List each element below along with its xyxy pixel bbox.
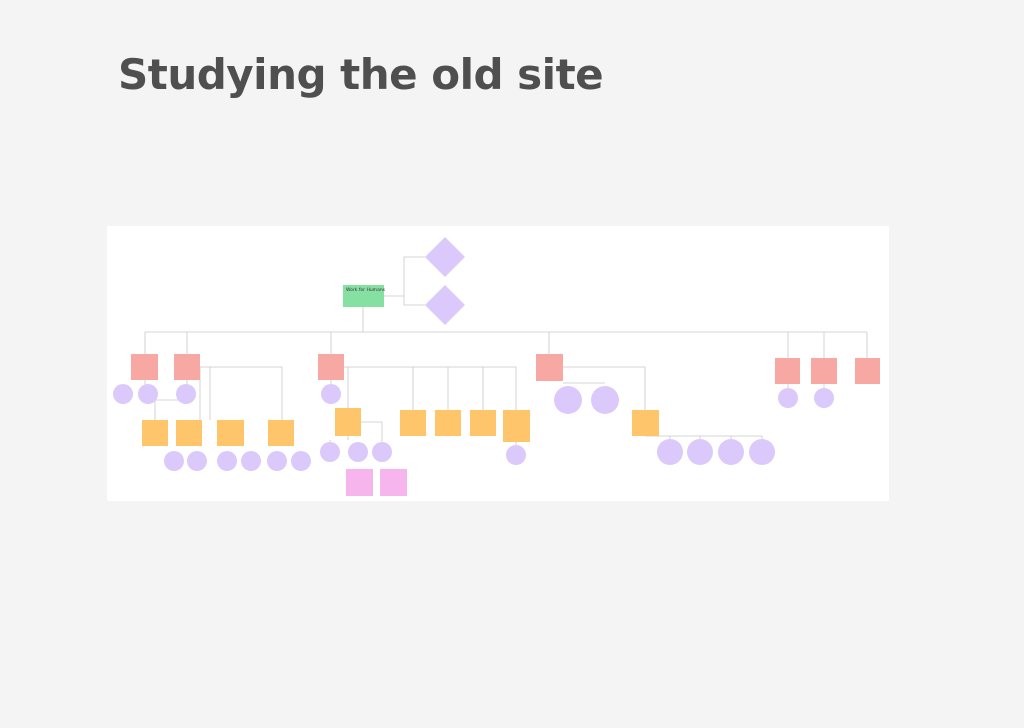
- section-node: [174, 354, 200, 380]
- leaf-node: [113, 384, 133, 404]
- leaf-node: [320, 442, 340, 462]
- leaf-nodes: [113, 384, 834, 471]
- page-node: [380, 469, 407, 496]
- page-node: [335, 408, 361, 436]
- leaf-node: [267, 451, 287, 471]
- leaf-node: [506, 445, 526, 465]
- root-node: [343, 285, 384, 307]
- section-nodes: [131, 354, 880, 384]
- page-node: [217, 420, 244, 446]
- leaf-node: [778, 388, 798, 408]
- page-node: [503, 410, 530, 442]
- section-node: [855, 358, 880, 384]
- slide-title: Studying the old site: [118, 50, 604, 99]
- leaf-node: [657, 439, 683, 465]
- page-node: [176, 420, 202, 446]
- leaf-node: [291, 451, 311, 471]
- leaf-node: [176, 384, 196, 404]
- page-node: [268, 420, 294, 446]
- connector: [144, 307, 868, 358]
- leaf-node: [687, 439, 713, 465]
- section-node: [775, 358, 800, 384]
- page-node: [470, 410, 496, 436]
- page-node: [346, 469, 373, 496]
- leaf-node: [164, 451, 184, 471]
- page-node: [435, 410, 461, 436]
- leaf-node: [554, 386, 582, 414]
- connector: [384, 256, 425, 306]
- leaf-node: [749, 439, 775, 465]
- page-node: [632, 410, 659, 436]
- section-node: [318, 354, 344, 380]
- leaf-node: [718, 439, 744, 465]
- section-node: [811, 358, 837, 384]
- leaf-node: [187, 451, 207, 471]
- diamond-node: [425, 237, 465, 277]
- leaf-node: [217, 451, 237, 471]
- page-node: [400, 410, 426, 436]
- page-nodes: [142, 408, 659, 496]
- connector: [329, 421, 517, 455]
- leaf-node: [372, 442, 392, 462]
- section-node: [536, 354, 563, 381]
- leaf-node: [138, 384, 158, 404]
- diamond-node: [425, 285, 465, 325]
- connector: [330, 366, 517, 410]
- leaf-node: [348, 442, 368, 462]
- leaf-node: [814, 388, 834, 408]
- leaf-node: [241, 451, 261, 471]
- leaf-node: [591, 386, 619, 414]
- leaf-node: [321, 384, 341, 404]
- page-node: [142, 420, 168, 446]
- root-node-label: Work for Humans: [346, 287, 386, 293]
- section-node: [131, 354, 158, 380]
